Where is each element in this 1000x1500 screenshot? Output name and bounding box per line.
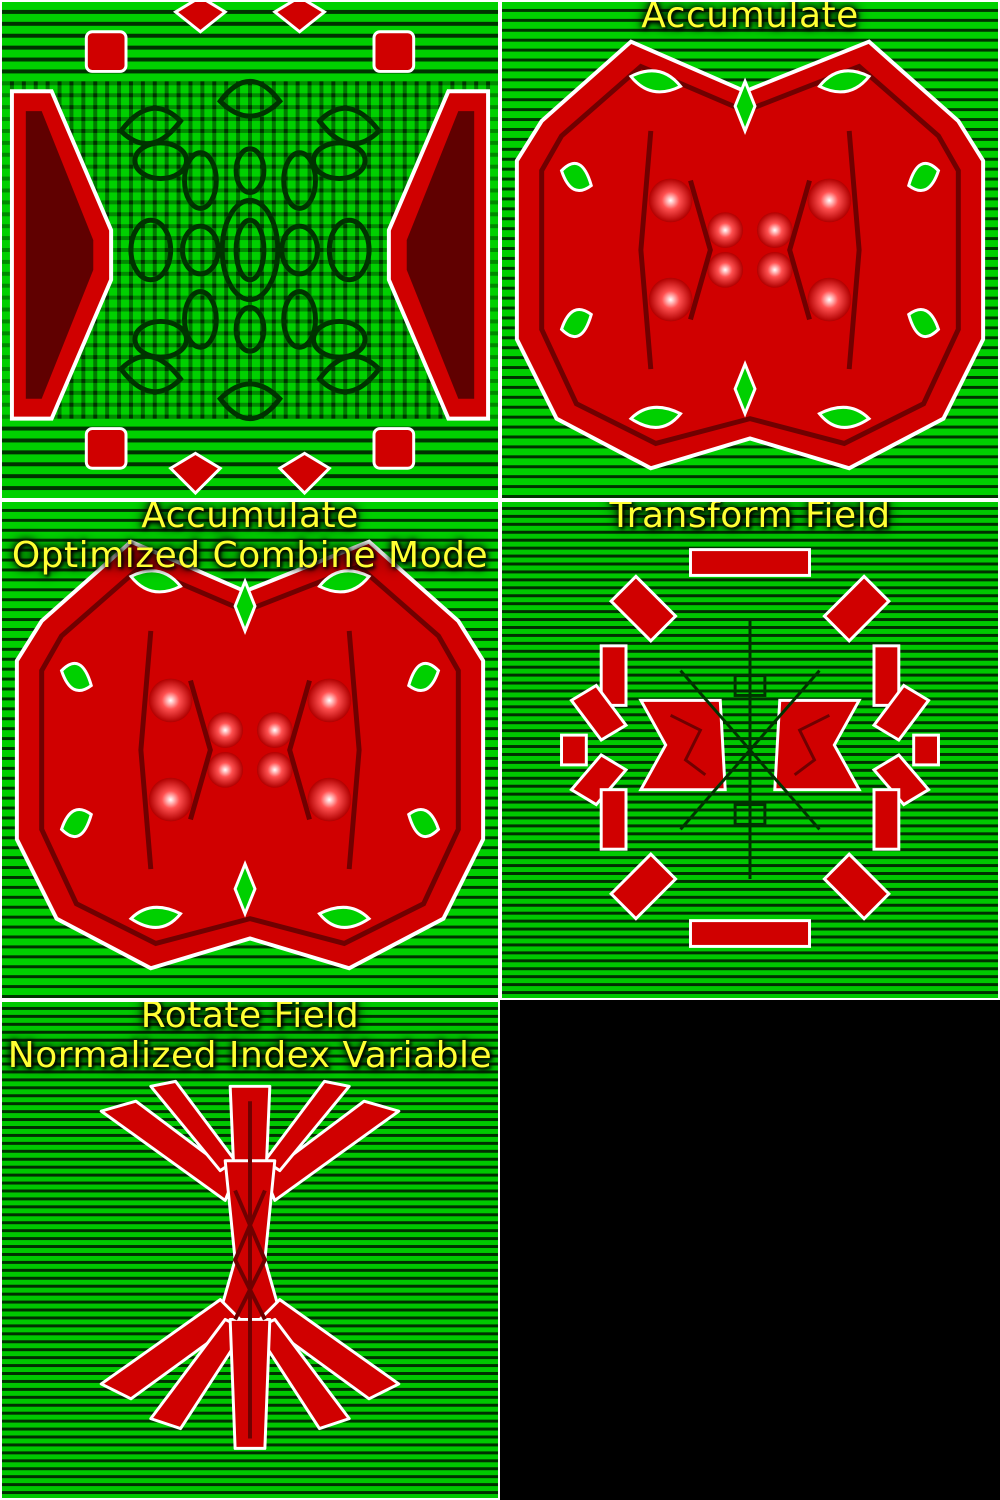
panel-4-transform-field: Transform Field: [502, 502, 998, 998]
panel-4-caption: Transform Field: [502, 502, 998, 536]
panel-4-caption-line-1: Transform Field: [609, 502, 891, 536]
panel-2-accumulate: Accumulate: [502, 2, 998, 498]
panel-2-caption-line-1: Accumulate: [641, 2, 859, 36]
panel-5-caption: Rotate Field Normalized Index Variable: [2, 1002, 498, 1076]
panel-5-rotate-field: Rotate Field Normalized Index Variable: [2, 1002, 498, 1498]
panel-3-caption-line-1: Accumulate: [141, 502, 359, 536]
panel-5-artwork: [2, 1002, 498, 1498]
panel-2-artwork: [502, 2, 998, 498]
panel-2-caption: Accumulate: [502, 2, 998, 36]
panel-3-accumulate-optimized: Accumulate Optimized Combine Mode: [2, 502, 498, 998]
panel-3-caption-line-2: Optimized Combine Mode: [11, 535, 489, 576]
panel-4-artwork: [502, 502, 998, 998]
panel-3-caption: Accumulate Optimized Combine Mode: [2, 502, 498, 576]
panel-1-artwork: [2, 2, 498, 498]
empty-panel: [500, 1000, 1000, 1500]
panel-5-caption-line-1: Rotate Field: [140, 1002, 360, 1036]
panel-3-artwork: [2, 502, 498, 998]
panel-1-pattern: [2, 2, 498, 498]
panel-5-caption-line-2: Normalized Index Variable: [7, 1035, 493, 1076]
